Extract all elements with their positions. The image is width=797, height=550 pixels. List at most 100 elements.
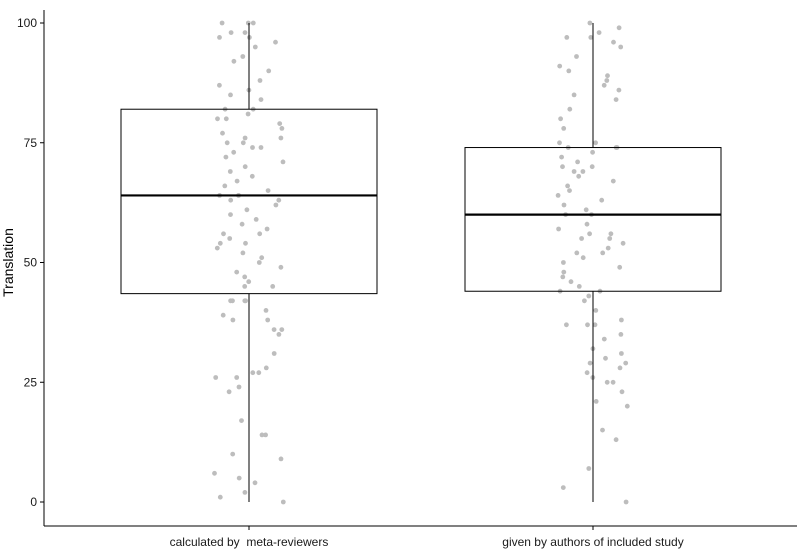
data-point <box>613 437 619 443</box>
data-point <box>580 169 586 174</box>
data-point <box>228 30 234 35</box>
data-point <box>227 236 233 241</box>
data-point <box>561 125 567 131</box>
data-point <box>280 159 286 165</box>
data-point <box>242 284 248 289</box>
data-point <box>276 197 282 203</box>
box-rect <box>120 108 378 295</box>
data-point <box>561 202 567 208</box>
data-point <box>242 490 248 495</box>
data-point <box>600 250 606 256</box>
data-point <box>560 485 566 490</box>
y-axis-title: Translation <box>0 228 16 297</box>
data-point <box>271 351 277 356</box>
data-point <box>265 317 271 323</box>
data-point <box>230 317 236 323</box>
data-point <box>587 231 592 237</box>
data-point <box>242 135 248 141</box>
data-point <box>217 82 222 88</box>
data-point <box>588 35 594 40</box>
data-point <box>592 322 598 328</box>
x-tick-label: calculated by meta-reviewers <box>170 535 329 549</box>
data-point <box>234 178 240 184</box>
data-point <box>620 240 626 246</box>
data-point <box>242 164 248 170</box>
data-point <box>556 226 561 232</box>
data-point <box>576 284 582 289</box>
data-point <box>257 231 263 237</box>
data-point <box>226 389 232 395</box>
data-point <box>568 279 574 285</box>
y-tick-label: 50 <box>24 256 38 270</box>
jitter-points <box>212 20 630 505</box>
data-point <box>273 202 279 208</box>
data-point <box>561 260 566 265</box>
data-point <box>596 30 602 35</box>
data-point <box>250 145 255 150</box>
data-point <box>619 351 624 356</box>
data-point <box>560 274 566 280</box>
data-point <box>219 20 225 26</box>
data-point <box>230 451 236 457</box>
data-point <box>244 207 250 213</box>
data-point <box>265 188 271 194</box>
data-point <box>619 389 625 395</box>
data-point <box>264 226 270 232</box>
data-point <box>280 499 286 505</box>
data-point <box>236 384 242 390</box>
data-point <box>252 44 258 50</box>
data-point <box>270 284 276 289</box>
data-point <box>259 432 265 438</box>
data-point <box>242 274 248 280</box>
data-point <box>610 178 616 184</box>
data-point <box>263 308 269 313</box>
data-point <box>616 25 622 31</box>
data-point <box>221 231 226 237</box>
data-point <box>604 379 610 385</box>
data-point <box>610 379 616 385</box>
data-point <box>220 130 225 136</box>
data-point <box>242 30 248 35</box>
data-point <box>228 298 234 304</box>
y-ticks: 0 25 50 75 100 <box>17 16 44 509</box>
data-point <box>249 173 255 179</box>
data-point <box>271 327 277 332</box>
data-point <box>593 308 599 313</box>
data-point <box>605 245 611 251</box>
data-point <box>604 78 610 83</box>
data-point <box>259 255 265 261</box>
axes <box>43 10 797 527</box>
data-point <box>279 125 285 131</box>
data-point <box>245 111 251 117</box>
data-point <box>256 260 262 265</box>
data-point <box>217 35 222 40</box>
data-point <box>567 106 573 112</box>
data-point <box>616 87 622 93</box>
data-point <box>250 20 256 26</box>
data-point <box>617 264 623 270</box>
data-point <box>574 250 580 256</box>
data-point <box>558 116 563 122</box>
data-point <box>242 298 248 304</box>
data-point <box>575 159 580 165</box>
data-point <box>624 403 630 409</box>
data-point <box>220 312 226 318</box>
y-tick-label: 25 <box>24 375 38 389</box>
data-point <box>601 336 607 342</box>
y-tick-label: 75 <box>24 136 38 150</box>
data-point <box>611 39 616 45</box>
data-point <box>234 375 240 380</box>
data-point <box>239 418 244 423</box>
data-point <box>623 499 629 505</box>
data-point <box>215 116 220 122</box>
data-point <box>560 164 565 170</box>
data-point <box>250 370 256 376</box>
data-point <box>584 370 590 376</box>
data-point <box>258 97 264 102</box>
data-point <box>564 35 570 40</box>
data-point <box>557 63 563 69</box>
data-point <box>580 255 586 261</box>
data-point <box>576 173 582 179</box>
data-point <box>607 236 613 241</box>
data-point <box>603 355 608 361</box>
